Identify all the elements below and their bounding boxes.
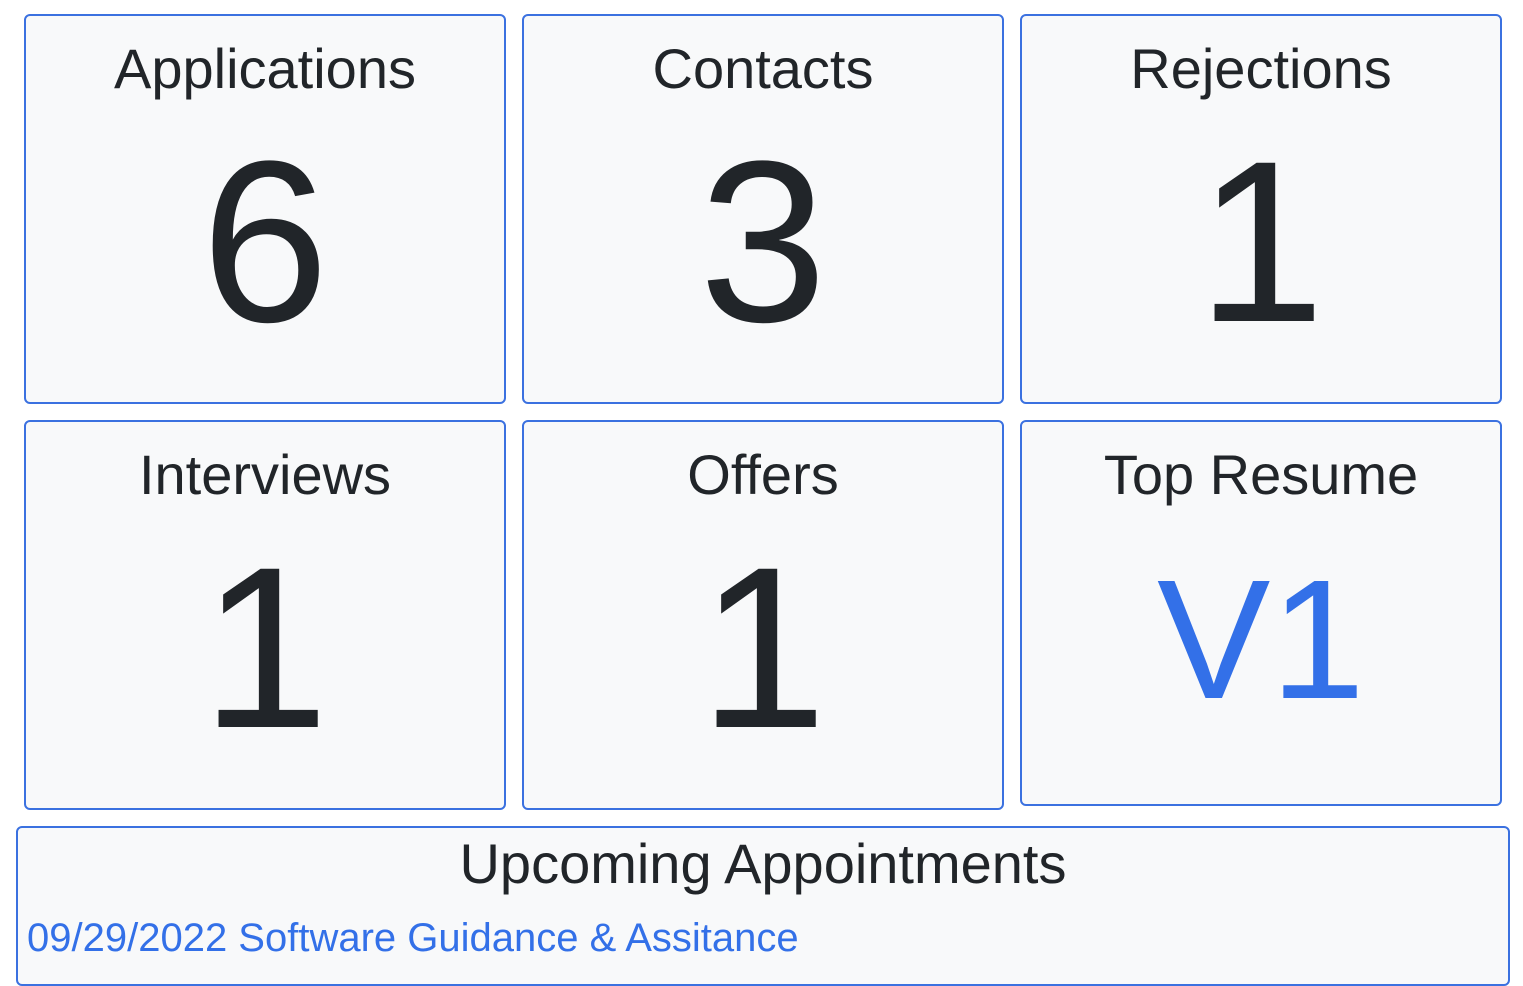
contacts-card: Contacts 3 <box>522 14 1004 404</box>
interviews-card: Interviews 1 <box>24 420 506 810</box>
contacts-count: 3 <box>699 113 827 370</box>
offers-card: Offers 1 <box>522 420 1004 810</box>
upcoming-appointments-title: Upcoming Appointments <box>459 832 1067 895</box>
rejections-title: Rejections <box>1130 37 1392 100</box>
interviews-title: Interviews <box>138 443 392 506</box>
applications-card: Applications 6 <box>24 14 506 404</box>
interviews-count: 1 <box>201 519 329 776</box>
rejections-card: Rejections 1 <box>1020 14 1502 404</box>
rejections-count: 1 <box>1197 113 1325 370</box>
upcoming-appointments-panel: Upcoming Appointments 09/29/2022 Softwar… <box>16 826 1510 986</box>
appointment-link[interactable]: 09/29/2022 Software Guidance & Assitance <box>27 916 799 960</box>
offers-title: Offers <box>687 443 839 506</box>
top-resume-link[interactable]: V1 <box>1157 545 1365 735</box>
applications-title: Applications <box>114 37 416 100</box>
top-resume-card: Top Resume V1 <box>1020 420 1502 806</box>
contacts-title: Contacts <box>652 37 874 100</box>
applications-count: 6 <box>201 113 329 370</box>
appointments-list: 09/29/2022 Software Guidance & Assitance <box>18 918 1508 958</box>
top-resume-title: Top Resume <box>1103 443 1419 506</box>
offers-count: 1 <box>699 519 827 776</box>
